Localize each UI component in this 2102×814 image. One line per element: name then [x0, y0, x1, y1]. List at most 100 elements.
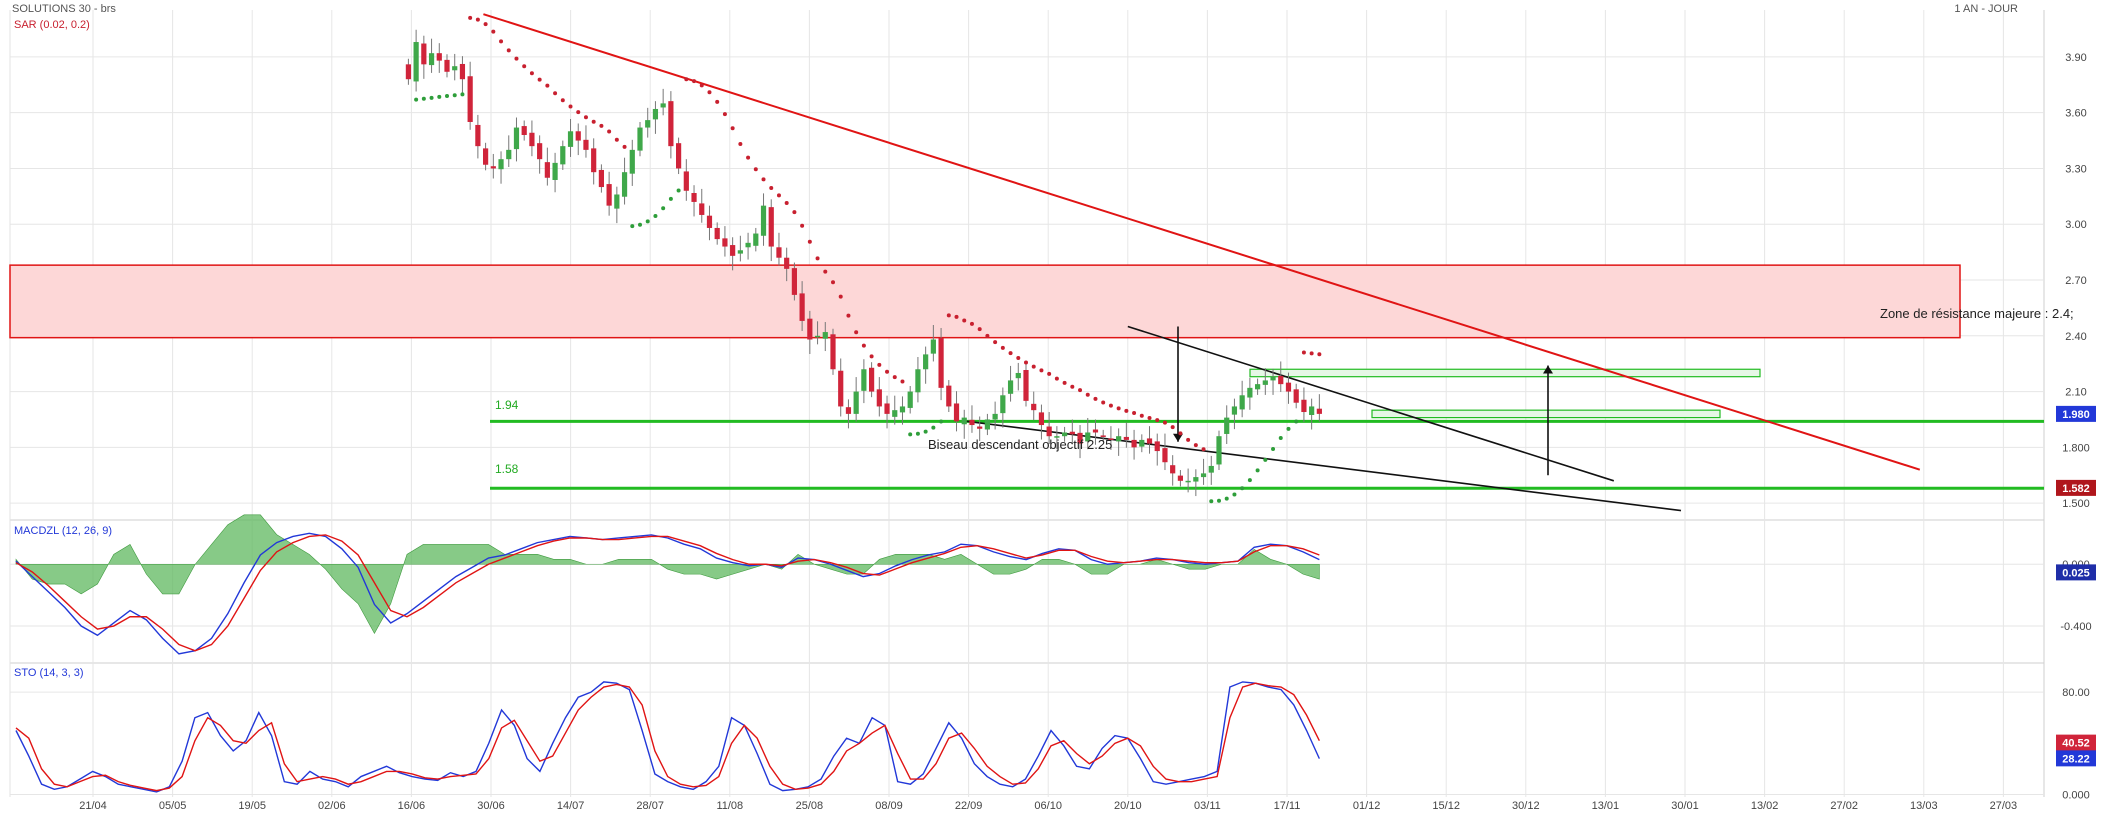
parabolic-sar: [414, 15, 1322, 504]
candle-up: [1309, 406, 1315, 415]
price-axis-label: 3.00: [2065, 219, 2086, 231]
x-axis-label: 01/12: [1353, 800, 1381, 812]
sar-dot: [885, 369, 890, 374]
candle-down: [444, 59, 450, 72]
sar-dot: [707, 90, 712, 95]
candle-up: [992, 413, 998, 420]
candle-up: [1239, 395, 1245, 410]
candle-down: [830, 334, 836, 370]
x-axis-label: 30/06: [477, 800, 505, 812]
sar-dot: [568, 104, 573, 109]
sar-dot: [962, 318, 967, 323]
support-price-badge-text: 1.582: [2062, 483, 2090, 495]
sar-dot: [746, 155, 751, 160]
candle-up: [637, 127, 643, 151]
sar-dot: [939, 419, 944, 424]
consolidation-box: [1249, 368, 1761, 378]
candle-up: [614, 194, 620, 209]
candle-down: [722, 238, 728, 247]
x-axis-label: 17/11: [1274, 800, 1301, 812]
candle-down: [1077, 432, 1083, 444]
sar-dot: [1054, 376, 1059, 381]
sto-d-line: [15, 682, 1320, 792]
candle-down: [1162, 448, 1168, 463]
sar-dot: [993, 340, 998, 345]
candle-down: [1123, 436, 1129, 440]
sar-dot: [576, 110, 581, 115]
candle-up: [1247, 387, 1253, 398]
candle-down: [784, 257, 790, 269]
candle-down: [1154, 441, 1160, 452]
candle-up: [984, 419, 990, 430]
candle-up: [915, 369, 921, 393]
candle-up: [652, 108, 659, 120]
sar-dot: [499, 39, 504, 44]
candle-down: [475, 124, 481, 147]
sar-dot: [599, 123, 604, 128]
candle-up: [452, 66, 458, 71]
downtrend-line: [483, 13, 1921, 471]
price-axis-label: 1.800: [2062, 442, 2090, 454]
candle-up: [760, 205, 767, 236]
breakout-arrow-up-head: [1543, 365, 1553, 374]
x-axis-label: 27/03: [1990, 800, 2018, 812]
candle-down: [591, 148, 597, 173]
candle-up: [645, 120, 651, 128]
sar-dot: [529, 71, 534, 76]
x-axis-label: 06/10: [1034, 800, 1062, 812]
x-axis-label: 28/07: [636, 800, 664, 812]
sar-dot: [1132, 410, 1137, 415]
x-axis-label: 25/08: [796, 800, 824, 812]
candle-down: [845, 407, 852, 414]
sar-dot: [977, 327, 982, 332]
sar-dot: [1085, 392, 1090, 397]
candle-up: [853, 391, 859, 414]
candle-down: [1131, 439, 1137, 448]
sar-dot: [1062, 380, 1067, 385]
candle-up: [1054, 436, 1060, 438]
candle-down: [683, 171, 689, 191]
candle-down: [521, 126, 527, 135]
candle-up: [1208, 465, 1214, 473]
candle-up: [1085, 432, 1091, 442]
sar-dot: [1232, 492, 1237, 497]
sar-dot: [1162, 420, 1167, 425]
sar-dot: [622, 144, 627, 149]
candle-up: [1007, 380, 1014, 394]
sar-dot: [614, 137, 619, 142]
candle-down: [467, 76, 473, 122]
sar-dot: [1178, 431, 1183, 436]
candle-down: [969, 419, 975, 426]
sar-dot: [522, 64, 527, 69]
sar-dot: [1255, 468, 1260, 473]
candle-up: [1200, 473, 1207, 478]
support-label-1-94: 1.94: [495, 398, 519, 412]
candle-down: [421, 43, 427, 65]
sar-dot: [653, 213, 658, 218]
sar-dot: [854, 330, 859, 335]
candle-down: [1278, 375, 1284, 385]
sar-dot: [1139, 413, 1144, 418]
sar-dot: [985, 333, 990, 338]
sar-dot: [1278, 435, 1283, 440]
candle-down: [529, 132, 535, 147]
resistance-zone: [9, 264, 1961, 339]
candle-up: [1015, 372, 1021, 379]
macd-value-badge: [2056, 564, 2096, 581]
candle-up: [814, 335, 821, 338]
candle-down: [699, 203, 705, 215]
sar-dot: [1317, 352, 1322, 357]
x-axis-label: 13/01: [1592, 800, 1620, 812]
candle-down: [938, 338, 944, 388]
sar-dot: [1201, 447, 1206, 452]
sto-axis-label: 80.00: [2062, 687, 2090, 699]
sar-dot: [661, 206, 666, 211]
sar-dot: [1024, 360, 1028, 365]
candle-down: [730, 245, 736, 256]
sar-dot: [452, 93, 457, 98]
candle-down: [1293, 389, 1299, 403]
sar-dot: [900, 379, 905, 384]
support-label-1-58: 1.58: [495, 462, 519, 476]
